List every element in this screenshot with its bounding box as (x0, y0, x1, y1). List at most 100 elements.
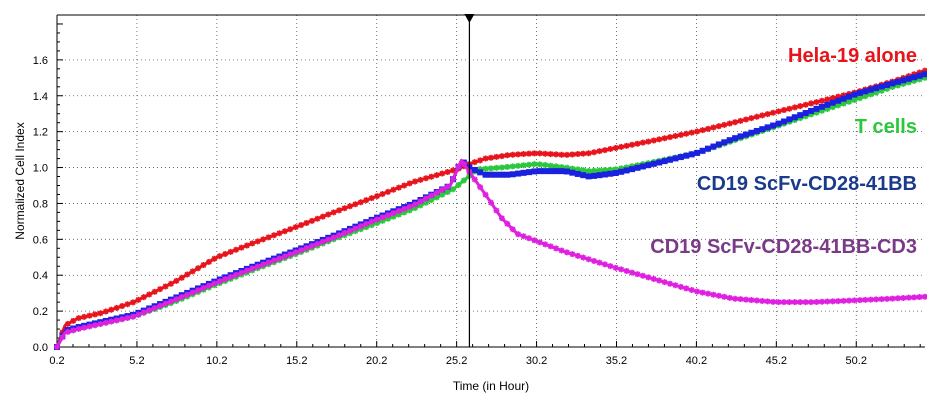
data-point (374, 220, 381, 227)
data-point (390, 213, 397, 220)
data-point (227, 248, 234, 255)
data-point (802, 299, 809, 306)
data-point (618, 266, 625, 273)
data-point (189, 268, 196, 275)
data-point (661, 158, 668, 165)
x-tick-label: 30.2 (526, 355, 547, 367)
data-point (406, 180, 413, 187)
x-tick-label: 5.2 (129, 355, 144, 367)
data-point (178, 274, 185, 281)
data-point (151, 288, 158, 295)
data-point (835, 298, 842, 305)
data-point (471, 166, 478, 173)
data-point (75, 315, 82, 322)
data-point (618, 168, 625, 175)
data-point (922, 293, 927, 300)
data-point (346, 227, 353, 234)
data-point (808, 107, 815, 114)
y-axis-title: Normalized Cell Index (13, 122, 27, 239)
data-point (601, 171, 608, 178)
data-point (818, 97, 825, 104)
data-point (205, 282, 212, 289)
data-point (401, 182, 408, 189)
data-point (314, 240, 321, 247)
data-point (303, 245, 310, 252)
data-point (363, 224, 370, 231)
data-point (667, 156, 674, 163)
data-point (786, 299, 793, 306)
data-point (829, 95, 836, 102)
data-point (764, 124, 771, 131)
data-point (477, 184, 484, 191)
data-point (596, 148, 603, 155)
data-point (715, 123, 722, 130)
data-point (390, 186, 397, 193)
data-point (379, 214, 386, 221)
data-point (563, 151, 570, 158)
data-point (634, 140, 641, 147)
data-point (634, 164, 641, 171)
data-point (211, 255, 218, 262)
data-point (656, 159, 663, 166)
data-point (705, 125, 711, 132)
data-point (569, 151, 576, 158)
data-point (591, 149, 598, 156)
data-point (715, 292, 722, 299)
data-point (184, 291, 191, 298)
data-point (417, 202, 424, 209)
data-point (243, 267, 250, 274)
data-point (553, 245, 560, 252)
data-point (363, 197, 370, 204)
data-point (650, 160, 657, 167)
data-point (292, 249, 299, 256)
data-point (406, 203, 413, 210)
data-point (249, 265, 256, 272)
data-point (775, 299, 782, 306)
data-point (395, 211, 402, 218)
data-point (867, 86, 874, 93)
data-point (639, 272, 646, 279)
data-point (737, 117, 744, 124)
data-point (770, 298, 777, 305)
data-point (488, 199, 494, 206)
data-point (102, 319, 109, 326)
data-point (525, 150, 532, 157)
data-point (195, 265, 202, 272)
data-point (520, 162, 527, 169)
data-point (547, 162, 554, 169)
data-point (271, 257, 277, 264)
data-point (336, 232, 343, 239)
data-point (140, 309, 147, 316)
data-point (195, 287, 202, 294)
data-point (515, 151, 522, 158)
data-point (346, 203, 353, 210)
data-point (276, 230, 283, 237)
data-point (59, 329, 66, 336)
data-point (900, 80, 907, 87)
data-point (113, 304, 120, 311)
data-point (905, 79, 912, 86)
data-point (612, 144, 619, 151)
data-point (672, 282, 679, 289)
data-point (260, 261, 267, 268)
data-point (189, 289, 196, 296)
y-tick-label: 0.8 (33, 198, 48, 210)
data-point (173, 277, 180, 284)
data-point (303, 219, 310, 226)
data-point (601, 147, 608, 154)
data-point (553, 168, 560, 175)
data-point (558, 168, 565, 175)
x-tick-label: 25.2 (446, 355, 467, 367)
data-point (243, 242, 250, 249)
data-point (623, 142, 630, 149)
data-point (173, 296, 180, 303)
data-point (775, 108, 782, 115)
data-point (753, 127, 760, 134)
data-point (786, 105, 793, 112)
data-point (488, 154, 494, 161)
data-point (547, 151, 554, 158)
data-point (444, 183, 451, 190)
data-point (694, 288, 701, 295)
data-point (531, 168, 538, 175)
data-point (558, 164, 565, 171)
